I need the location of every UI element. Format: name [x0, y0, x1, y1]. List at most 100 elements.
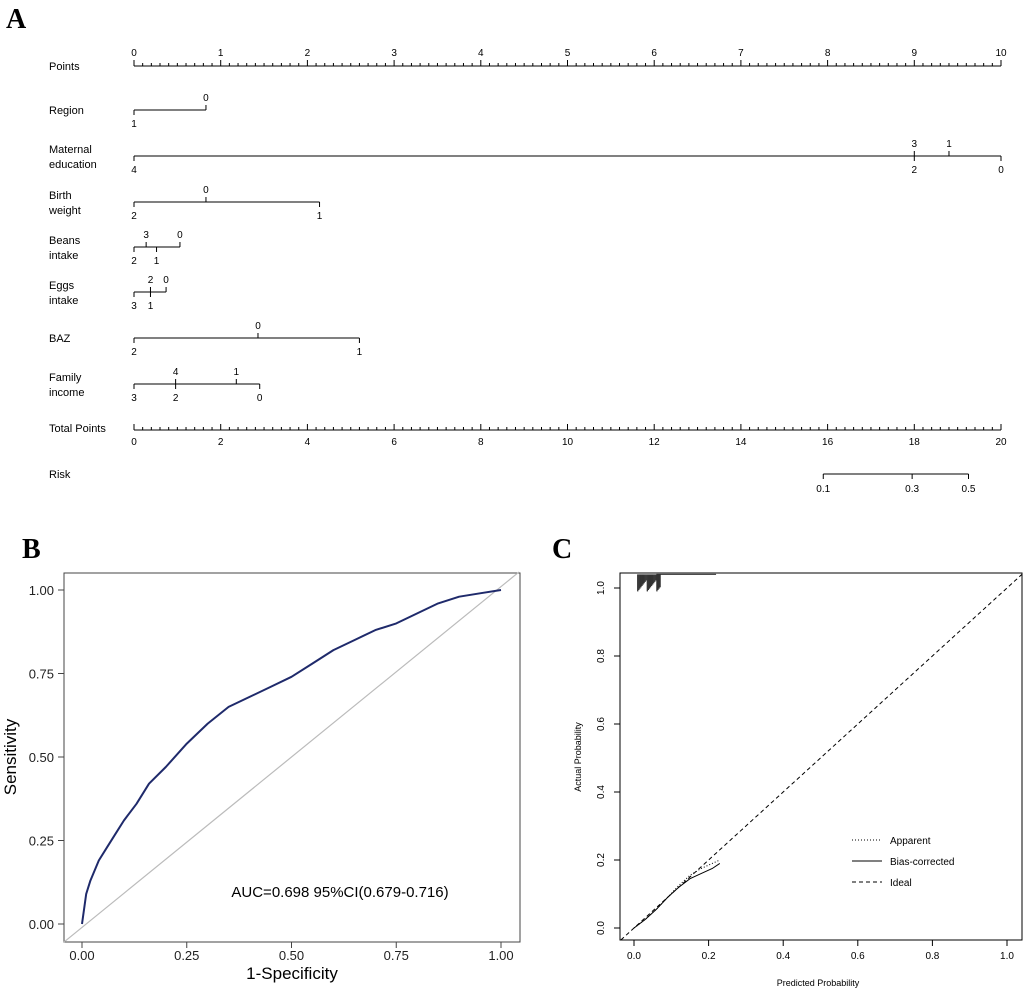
calibration-x-tick-label: 0.8 [925, 951, 939, 962]
total-points-tick-label: 8 [478, 437, 484, 448]
variable-label: Maternal [49, 144, 92, 156]
points-label: Points [49, 61, 80, 73]
variable-level-label: 1 [946, 139, 952, 150]
risk-label: Risk [49, 469, 71, 481]
variable-level-label: 3 [131, 301, 137, 312]
points-tick-label: 8 [825, 48, 831, 59]
variable-label: income [49, 387, 84, 399]
points-tick-label: 3 [391, 48, 397, 59]
variable-level-label: 1 [154, 256, 160, 267]
roc-x-label: 1-Specificity [246, 964, 338, 983]
points-tick-label: 2 [305, 48, 311, 59]
calibration-y-tick-label: 0.4 [596, 785, 607, 799]
variable-level-label: 1 [317, 211, 323, 222]
roc-reference-line [63, 571, 520, 943]
variable-level-label: 2 [131, 347, 137, 358]
calibration-y-tick-label: 0.6 [596, 717, 607, 731]
total-points-tick-label: 4 [305, 437, 311, 448]
points-tick-label: 9 [912, 48, 918, 59]
variable-level-label: 3 [143, 230, 149, 241]
calibration-x-tick-label: 1.0 [1000, 951, 1014, 962]
risk-tick-label: 0.1 [816, 484, 830, 495]
total-points-tick-label: 6 [391, 437, 397, 448]
calibration-frame [619, 572, 1023, 941]
variable-level-label: 3 [912, 139, 918, 150]
variable-label: intake [49, 295, 78, 307]
risk-tick-label: 0.5 [962, 484, 976, 495]
total-points-tick-label: 12 [649, 437, 661, 448]
total-points-tick-label: 10 [562, 437, 574, 448]
variable-level-label: 4 [131, 165, 137, 176]
variable-level-label: 2 [912, 165, 918, 176]
roc-x-tick-label: 0.75 [384, 948, 409, 963]
roc-x-tick-label: 0.50 [279, 948, 304, 963]
variable-level-label: 4 [173, 367, 179, 378]
total-points-tick-label: 16 [822, 437, 834, 448]
variable-label: education [49, 159, 97, 171]
roc-x-tick-label: 1.00 [488, 948, 513, 963]
points-tick-label: 4 [478, 48, 484, 59]
roc-y-tick-label: 0.00 [29, 917, 54, 932]
calibration-y-label: Actual Probability [573, 722, 583, 792]
roc-y-tick-label: 1.00 [29, 583, 54, 598]
variable-label: intake [49, 250, 78, 262]
total-points-tick-label: 0 [131, 437, 137, 448]
variable-level-label: 0 [203, 185, 209, 196]
variable-level-label: 2 [173, 393, 179, 404]
variable-level-label: 1 [131, 119, 137, 130]
variable-level-label: 0 [998, 165, 1004, 176]
calibration-x-label: Predicted Probability [777, 978, 860, 988]
variable-level-label: 3 [131, 393, 137, 404]
roc-y-label: Sensitivity [1, 718, 20, 795]
points-tick-label: 7 [738, 48, 744, 59]
auc-annotation: AUC=0.698 95%CI(0.679-0.716) [231, 884, 448, 901]
legend-ideal-label: Ideal [890, 878, 912, 889]
calibration-panel: Predicted Probability Actual Probability… [573, 572, 1023, 988]
points-tick-label: 5 [565, 48, 571, 59]
roc-x-tick-label: 0.25 [174, 948, 199, 963]
variable-level-label: 0 [255, 321, 261, 332]
variable-level-label: 2 [131, 211, 137, 222]
total-points-tick-label: 14 [735, 437, 747, 448]
total-points-label: Total Points [49, 423, 106, 435]
variable-label: Birth [49, 190, 72, 202]
points-tick-label: 10 [995, 48, 1007, 59]
calibration-x-tick-label: 0.6 [851, 951, 865, 962]
variable-level-label: 2 [131, 256, 137, 267]
roc-panel: 1-Specificity Sensitivity AUC=0.698 95%C… [1, 571, 521, 983]
panel-c-letter: C [552, 534, 572, 565]
roc-x-tick-label: 0.00 [69, 948, 94, 963]
variable-level-label: 0 [177, 230, 183, 241]
points-tick-label: 1 [218, 48, 224, 59]
roc-y-tick-label: 0.25 [29, 834, 54, 849]
variable-level-label: 0 [163, 275, 169, 286]
total-points-tick-label: 18 [909, 437, 921, 448]
variable-level-label: 0 [203, 93, 209, 104]
roc-y-tick-label: 0.50 [29, 750, 54, 765]
points-tick-label: 0 [131, 48, 137, 59]
risk-tick-label: 0.3 [905, 484, 919, 495]
variable-level-label: 1 [357, 347, 363, 358]
variable-label: Beans [49, 235, 81, 247]
total-points-tick-label: 20 [995, 437, 1007, 448]
variable-label: Family [49, 372, 82, 384]
roc-curve [81, 589, 502, 925]
points-tick-label: 6 [651, 48, 657, 59]
variable-level-label: 2 [148, 275, 154, 286]
calibration-x-tick-label: 0.0 [627, 951, 641, 962]
calibration-y-tick-label: 0.2 [596, 853, 607, 867]
variable-label: Region [49, 105, 84, 117]
calibration-y-tick-label: 0.0 [596, 921, 607, 935]
variable-level-label: 0 [257, 393, 263, 404]
variable-label: BAZ [49, 333, 71, 345]
calibration-y-tick-label: 0.8 [596, 649, 607, 663]
calibration-x-tick-label: 0.2 [702, 951, 716, 962]
calibration-x-tick-label: 0.4 [776, 951, 790, 962]
variable-level-label: 1 [148, 301, 154, 312]
panel-b-letter: B [22, 534, 41, 565]
panel-a-letter: A [6, 4, 27, 35]
variable-label: Eggs [49, 280, 75, 292]
total-points-tick-label: 2 [218, 437, 224, 448]
